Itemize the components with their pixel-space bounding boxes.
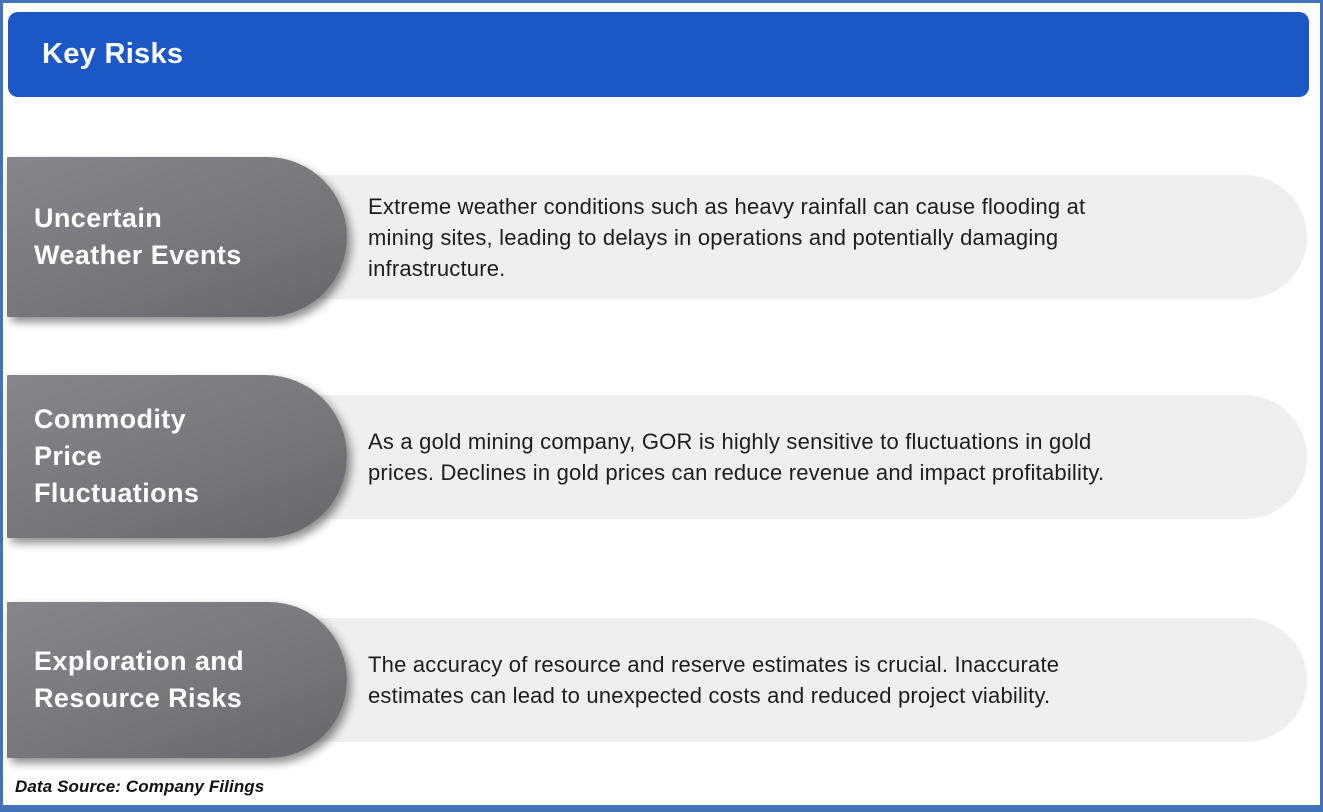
- risk-label-pill: Exploration and Resource Risks: [7, 602, 347, 758]
- risk-description: Extreme weather conditions such as heavy…: [368, 193, 1086, 281]
- risk-description: The accuracy of resource and reserve est…: [368, 652, 1060, 708]
- header-bar: Key Risks: [8, 12, 1309, 97]
- risk-label: Uncertain Weather Events: [34, 203, 242, 270]
- risk-row-weather: Extreme weather conditions such as heavy…: [0, 157, 1307, 317]
- risk-row-commodity: As a gold mining company, GOR is highly …: [0, 375, 1307, 538]
- risk-row-exploration: The accuracy of resource and reserve est…: [0, 602, 1307, 758]
- risk-label-pill: Uncertain Weather Events: [7, 157, 347, 317]
- risk-label: Exploration and Resource Risks: [34, 646, 245, 713]
- risk-description: As a gold mining company, GOR is highly …: [368, 428, 1105, 485]
- risk-label: Commodity Price Fluctuations: [34, 404, 200, 508]
- page-title: Key Risks: [42, 38, 184, 70]
- risk-label-pill: Commodity Price Fluctuations: [7, 375, 347, 538]
- data-source-note: Data Source: Company Filings: [15, 777, 265, 796]
